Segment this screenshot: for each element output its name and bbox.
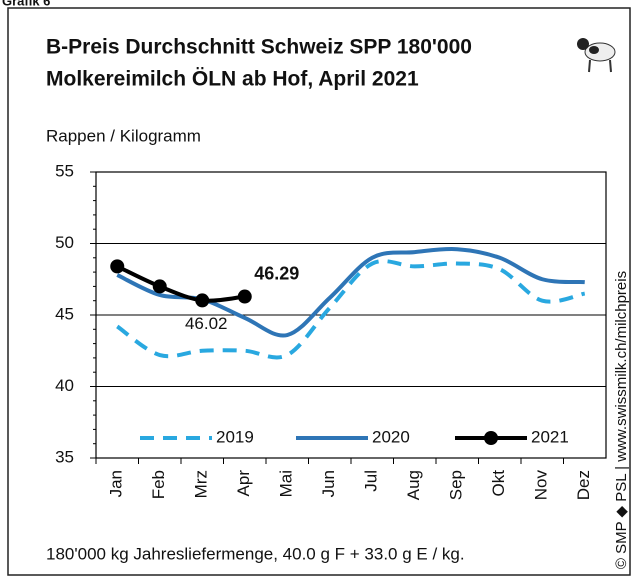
point (110, 259, 124, 273)
y-axis-label: Rappen / Kilogramm (46, 126, 201, 145)
legend-label: 2019 (216, 427, 254, 446)
x-tick-label: Feb (149, 470, 168, 499)
header: Grafik 6 (2, 0, 50, 8)
x-tick-label: Sep (447, 470, 466, 500)
x-tick-label: Mrz (192, 470, 211, 498)
data-label: 46.29 (254, 263, 299, 283)
y-tick-label: 45 (55, 304, 74, 323)
point (195, 293, 209, 307)
x-tick-label: Dez (574, 470, 593, 500)
x-tick-label: Okt (489, 470, 508, 497)
chart-subtitle: Molkereimilch ÖLN ab Hof, April 2021 (46, 68, 419, 91)
point (153, 279, 167, 293)
y-tick-label: 55 (55, 161, 74, 180)
x-tick-label: Jul (362, 470, 381, 492)
x-tick-label: Jan (107, 470, 126, 497)
data-label: 46.02 (185, 314, 228, 333)
legend-marker (484, 431, 498, 445)
legend-label: 2020 (372, 427, 410, 446)
y-tick-label: 50 (55, 233, 74, 252)
footnote: 180'000 kg Jahresliefermenge, 40.0 g F +… (46, 544, 465, 563)
x-tick-label: Aug (404, 470, 423, 500)
x-tick-label: Jun (319, 470, 338, 497)
point (238, 290, 252, 304)
legend-label: 2021 (531, 427, 569, 446)
y-tick-label: 40 (55, 376, 74, 395)
y-tick-label: 35 (55, 447, 74, 466)
source: © SMP ◆ PSL | www.swissmilk.ch/milchprei… (613, 271, 630, 569)
x-tick-label: Nov (532, 470, 551, 501)
x-tick-label: Mai (277, 470, 296, 497)
x-tick-label: Apr (234, 470, 253, 497)
chart: Grafik 6 B-Preis Durchschnitt Schweiz SP… (0, 0, 639, 580)
chart-title: B-Preis Durchschnitt Schweiz SPP 180'000 (46, 36, 472, 59)
